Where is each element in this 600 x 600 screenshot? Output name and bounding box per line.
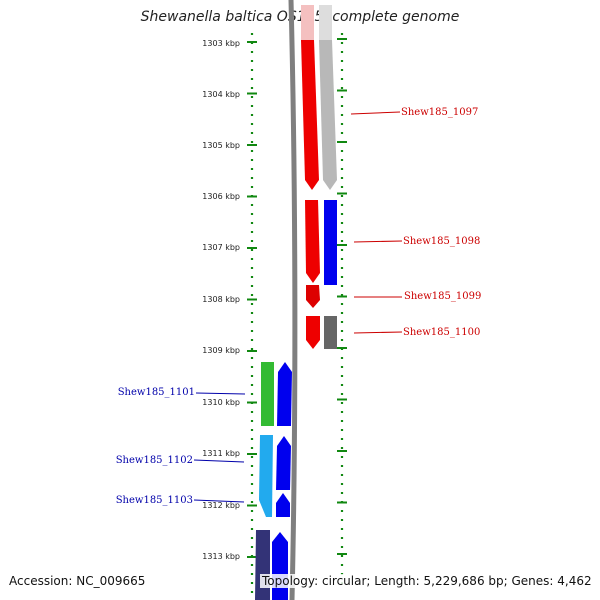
tick-label-1310: 1310 kbp [202,398,240,407]
tick-label-1309: 1309 kbp [202,346,240,355]
major-ticks [247,38,347,558]
gene-label-shew185-1099[interactable]: Shew185_1099 [404,291,481,302]
gene-shape-shew185-1101 [261,362,274,426]
accession-text: Accession: NC_009665 [9,574,146,588]
tick-label-1313: 1313 kbp [202,552,240,561]
gene-labels: Shew185_1097 Shew185_1098 Shew185_1099 S… [116,107,482,506]
gene-shape-shew185-1097-rev [319,40,337,190]
tick-label-1311: 1311 kbp [202,449,240,458]
gene-shape-shew185-1098-rev [324,200,337,285]
gene-shape-upstream-1 [301,5,314,42]
tick-label-1307: 1307 kbp [202,243,240,252]
tick-label-1303: 1303 kbp [202,39,240,48]
leader-line-1103 [193,499,245,503]
leader-line-1100 [353,331,403,334]
gene-label-shew185-1100[interactable]: Shew185_1100 [403,327,480,338]
scale-labels: 1303 kbp 1304 kbp 1305 kbp 1306 kbp 1307… [202,39,240,561]
map-title: Shewanella baltica OS185, complete genom… [140,9,460,25]
gene-shape-shew185-1103 [276,493,290,517]
tick-label-1306: 1306 kbp [202,192,240,201]
gene-shape-shew185-1100-rev [324,316,337,349]
gene-shape-shew185-1102-b [276,436,291,490]
gene-shape-shew185-1102 [259,435,273,517]
gene-shape-downstream-2 [272,532,288,600]
gene-shape-shew185-1100 [306,316,320,349]
genome-backbone [288,0,298,600]
forward-genes [301,5,337,349]
gene-label-shew185-1103[interactable]: Shew185_1103 [116,495,193,506]
gene-shape-upstream-2 [319,5,332,42]
genome-summary-text: Topology: circular; Length: 5,229,686 bp… [260,574,594,588]
gene-shape-shew185-1099 [306,285,320,308]
tick-label-1312: 1312 kbp [202,501,240,510]
tick-label-1308: 1308 kbp [202,295,240,304]
leader-line-1101 [195,392,246,395]
leader-line-1098 [353,240,403,243]
tick-label-1304: 1304 kbp [202,90,240,99]
tick-label-1305: 1305 kbp [202,141,240,150]
leader-line-1097 [350,111,401,115]
gene-label-shew185-1102[interactable]: Shew185_1102 [116,455,193,466]
gene-shape-downstream-1 [255,530,270,600]
gene-label-shew185-1101[interactable]: Shew185_1101 [118,387,195,398]
gene-shape-shew185-1097 [301,40,319,190]
gene-shape-shew185-1101-b [277,362,292,426]
gene-label-shew185-1098[interactable]: Shew185_1098 [403,236,480,247]
gene-label-shew185-1097[interactable]: Shew185_1097 [401,107,478,118]
leader-line-1102 [193,459,245,463]
gene-shape-shew185-1098 [305,200,320,283]
left-genes [255,362,292,600]
leader-lines [193,111,403,503]
